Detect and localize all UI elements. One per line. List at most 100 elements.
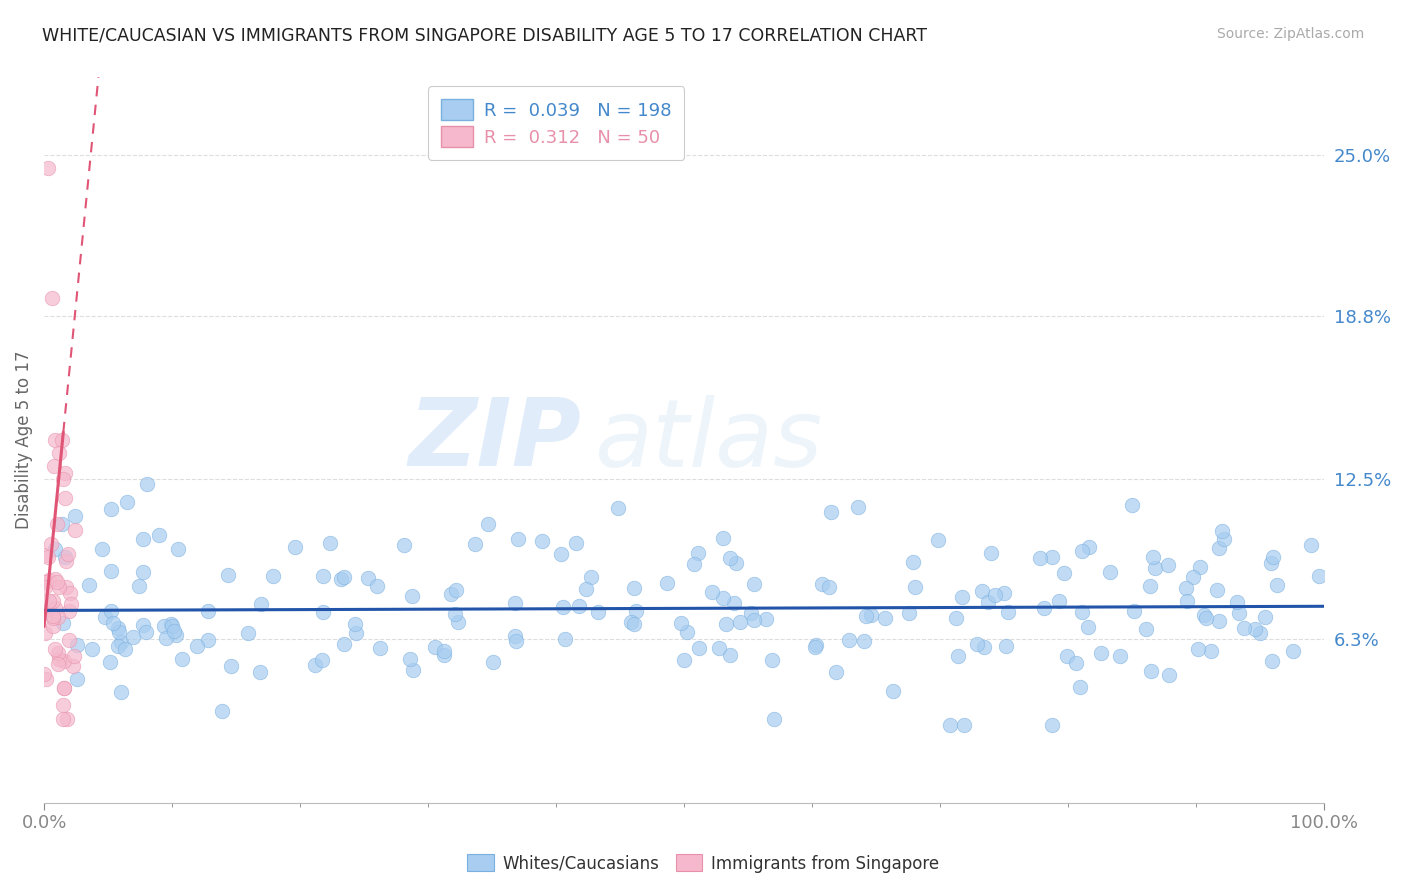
Point: [197, 604, 219, 618]
Point: [53, 491, 76, 506]
Point: [1078, 540, 1101, 554]
Point: [669, 616, 692, 631]
Point: [165, 628, 187, 642]
Point: [100, 564, 122, 578]
Point: [1254, 609, 1277, 624]
Point: [531, 533, 554, 548]
Point: [333, 637, 356, 651]
Point: [59, 597, 82, 611]
Point: [304, 657, 326, 672]
Point: [311, 653, 333, 667]
Point: [63, 523, 86, 537]
Point: [35, 574, 58, 589]
Point: [742, 613, 765, 627]
Point: [42, 594, 65, 608]
Point: [131, 532, 153, 546]
Point: [1244, 622, 1267, 636]
Point: [761, 653, 783, 667]
Point: [676, 625, 699, 640]
Point: [1229, 606, 1251, 620]
Point: [128, 579, 150, 593]
Point: [46, 609, 69, 624]
Point: [344, 616, 367, 631]
Point: [1189, 559, 1212, 574]
Point: [160, 619, 183, 633]
Point: [41, 291, 63, 305]
Point: [94, 610, 117, 624]
Point: [217, 567, 239, 582]
Point: [65, 672, 87, 686]
Point: [1181, 569, 1204, 583]
Point: [1040, 550, 1063, 565]
Point: [110, 635, 132, 649]
Point: [34, 604, 56, 618]
Point: [1071, 605, 1094, 619]
Point: [34, 580, 56, 594]
Point: [1226, 595, 1249, 609]
Point: [100, 502, 122, 516]
Point: [56, 712, 79, 726]
Point: [503, 596, 526, 610]
Point: [714, 617, 737, 632]
Point: [135, 625, 157, 640]
Point: [1211, 524, 1233, 538]
Point: [51, 516, 73, 531]
Point: [148, 528, 170, 542]
Point: [167, 542, 190, 557]
Point: [108, 624, 131, 639]
Point: [853, 633, 876, 648]
Point: [1301, 538, 1323, 552]
Point: [740, 606, 762, 620]
Point: [53, 681, 76, 695]
Point: [37, 161, 59, 175]
Point: [742, 577, 765, 591]
Point: [39, 536, 62, 550]
Point: [48, 580, 70, 594]
Point: [1144, 561, 1167, 575]
Point: [976, 594, 998, 608]
Point: [482, 655, 505, 669]
Point: [53, 549, 76, 564]
Point: [1213, 532, 1236, 546]
Point: [970, 584, 993, 599]
Point: [901, 555, 924, 569]
Point: [711, 531, 734, 545]
Point: [503, 629, 526, 643]
Point: [55, 581, 77, 595]
Point: [718, 551, 741, 566]
Point: [100, 604, 122, 618]
Point: [135, 476, 157, 491]
Point: [1069, 680, 1091, 694]
Point: [55, 554, 77, 568]
Point: [846, 500, 869, 514]
Point: [38, 574, 60, 588]
Point: [62, 659, 84, 673]
Point: [45, 517, 67, 532]
Text: WHITE/CAUCASIAN VS IMMIGRANTS FROM SINGAPORE DISABILITY AGE 5 TO 17 CORRELATION : WHITE/CAUCASIAN VS IMMIGRANTS FROM SINGA…: [42, 27, 927, 45]
Point: [1208, 541, 1230, 555]
Point: [344, 625, 367, 640]
Point: [91, 541, 114, 556]
Point: [66, 638, 89, 652]
Point: [1195, 611, 1218, 625]
Point: [77, 578, 100, 592]
Point: [1187, 642, 1209, 657]
Point: [803, 640, 825, 654]
Point: [948, 648, 970, 663]
Point: [52, 654, 75, 668]
Point: [551, 600, 574, 615]
Point: [607, 501, 630, 516]
Point: [1047, 594, 1070, 608]
Point: [1265, 578, 1288, 592]
Point: [966, 636, 988, 650]
Point: [34, 625, 56, 640]
Point: [58, 632, 80, 647]
Point: [52, 698, 75, 712]
Point: [723, 596, 745, 610]
Point: [1199, 644, 1222, 658]
Point: [163, 624, 186, 638]
Point: [52, 615, 75, 630]
Point: [37, 549, 59, 564]
Point: [107, 621, 129, 635]
Point: [711, 591, 734, 606]
